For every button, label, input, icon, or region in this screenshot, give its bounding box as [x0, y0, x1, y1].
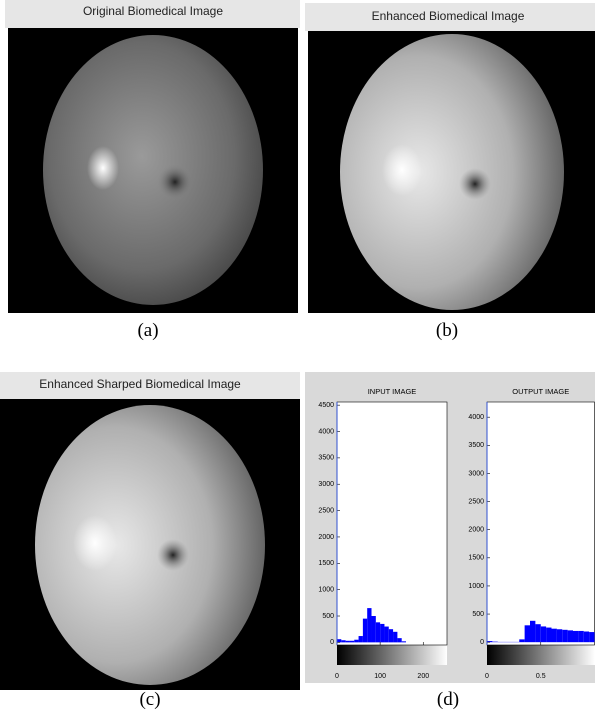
- x-tick-label: 0.5: [536, 673, 546, 680]
- caption: (a): [137, 320, 158, 341]
- title-bar: [305, 3, 595, 31]
- y-tick-label: 0: [330, 639, 334, 646]
- histogram-bar: [337, 639, 342, 643]
- histogram-title: INPUT IMAGE: [368, 387, 417, 396]
- histogram-bar: [384, 626, 389, 643]
- histogram-bar: [530, 620, 536, 643]
- y-tick-label: 1000: [468, 583, 484, 590]
- y-tick-label: 500: [322, 613, 334, 620]
- x-tick-label: 100: [374, 673, 386, 680]
- caption: (d): [437, 689, 459, 710]
- histogram-bar: [354, 639, 359, 643]
- macula: [459, 168, 491, 200]
- histogram-bar: [371, 616, 376, 643]
- histogram-bar: [397, 638, 402, 643]
- histogram-bar: [487, 641, 493, 643]
- caption: (b): [436, 320, 458, 341]
- x-tick-label: 200: [417, 673, 429, 680]
- histogram-bar: [524, 625, 530, 643]
- histogram-bar: [589, 632, 595, 643]
- y-tick-label: 3500: [468, 442, 484, 449]
- plot-area: [336, 401, 448, 646]
- histogram-bar: [583, 631, 590, 643]
- histogram-bar: [546, 627, 552, 643]
- histogram-bar: [562, 629, 568, 643]
- panel-title: Original Biomedical Image: [83, 4, 223, 18]
- y-tick-label: 500: [472, 611, 484, 618]
- y-tick-label: 1500: [468, 555, 484, 562]
- y-tick-label: 4000: [468, 414, 484, 421]
- histogram-bar: [401, 641, 407, 643]
- y-tick-label: 2500: [318, 507, 334, 514]
- histogram-bar: [540, 626, 547, 643]
- fundus: [340, 34, 564, 310]
- gray-bar: [337, 645, 447, 665]
- y-tick-label: 1000: [318, 586, 334, 593]
- y-tick-label: 0: [480, 639, 484, 646]
- histogram-bar: [345, 640, 350, 643]
- y-tick-label: 2000: [318, 534, 334, 541]
- optic-disc: [382, 144, 422, 196]
- histogram-bar: [380, 623, 385, 643]
- histogram-bar: [567, 630, 573, 643]
- histogram-bar: [535, 624, 541, 643]
- histogram-bar: [375, 622, 381, 643]
- histogram-bar: [367, 608, 372, 643]
- y-tick-label: 3000: [318, 481, 334, 488]
- y-tick-label: 1500: [318, 560, 334, 567]
- plot-area: [486, 401, 595, 646]
- gray-bar: [487, 645, 595, 665]
- y-tick-label: 3500: [318, 455, 334, 462]
- histogram-bar: [551, 628, 557, 643]
- title-bar: [5, 0, 300, 28]
- fundus: [43, 35, 263, 305]
- x-tick-label: 0: [485, 673, 489, 680]
- caption: (c): [139, 689, 160, 710]
- histogram-bar: [393, 631, 398, 643]
- histogram-bar: [388, 629, 394, 643]
- panel-title: Enhanced Biomedical Image: [372, 9, 525, 23]
- y-tick-label: 2500: [468, 498, 484, 505]
- macula: [157, 539, 189, 571]
- histogram-bar: [578, 630, 584, 643]
- histogram-bar: [573, 630, 579, 643]
- histogram-bar: [556, 629, 563, 643]
- title-bar: [0, 372, 300, 399]
- optic-disc: [73, 515, 117, 571]
- y-tick-label: 2000: [468, 527, 484, 534]
- optic-disc: [87, 146, 119, 190]
- histogram-bar: [492, 641, 498, 643]
- macula: [157, 164, 193, 200]
- y-tick-label: 4000: [318, 428, 334, 435]
- fundus: [35, 405, 265, 685]
- histogram-bar: [519, 639, 525, 643]
- x-tick-label: 0: [335, 673, 339, 680]
- histogram-bar: [362, 618, 368, 643]
- panel-title: Enhanced Sharped Biomedical Image: [39, 377, 241, 391]
- y-tick-label: 3000: [468, 470, 484, 477]
- y-tick-label: 4500: [318, 402, 334, 409]
- histogram-bar: [349, 640, 355, 643]
- histogram-bar: [358, 636, 363, 643]
- histogram-title: OUTPUT IMAGE: [512, 387, 569, 396]
- histogram-bar: [341, 640, 346, 643]
